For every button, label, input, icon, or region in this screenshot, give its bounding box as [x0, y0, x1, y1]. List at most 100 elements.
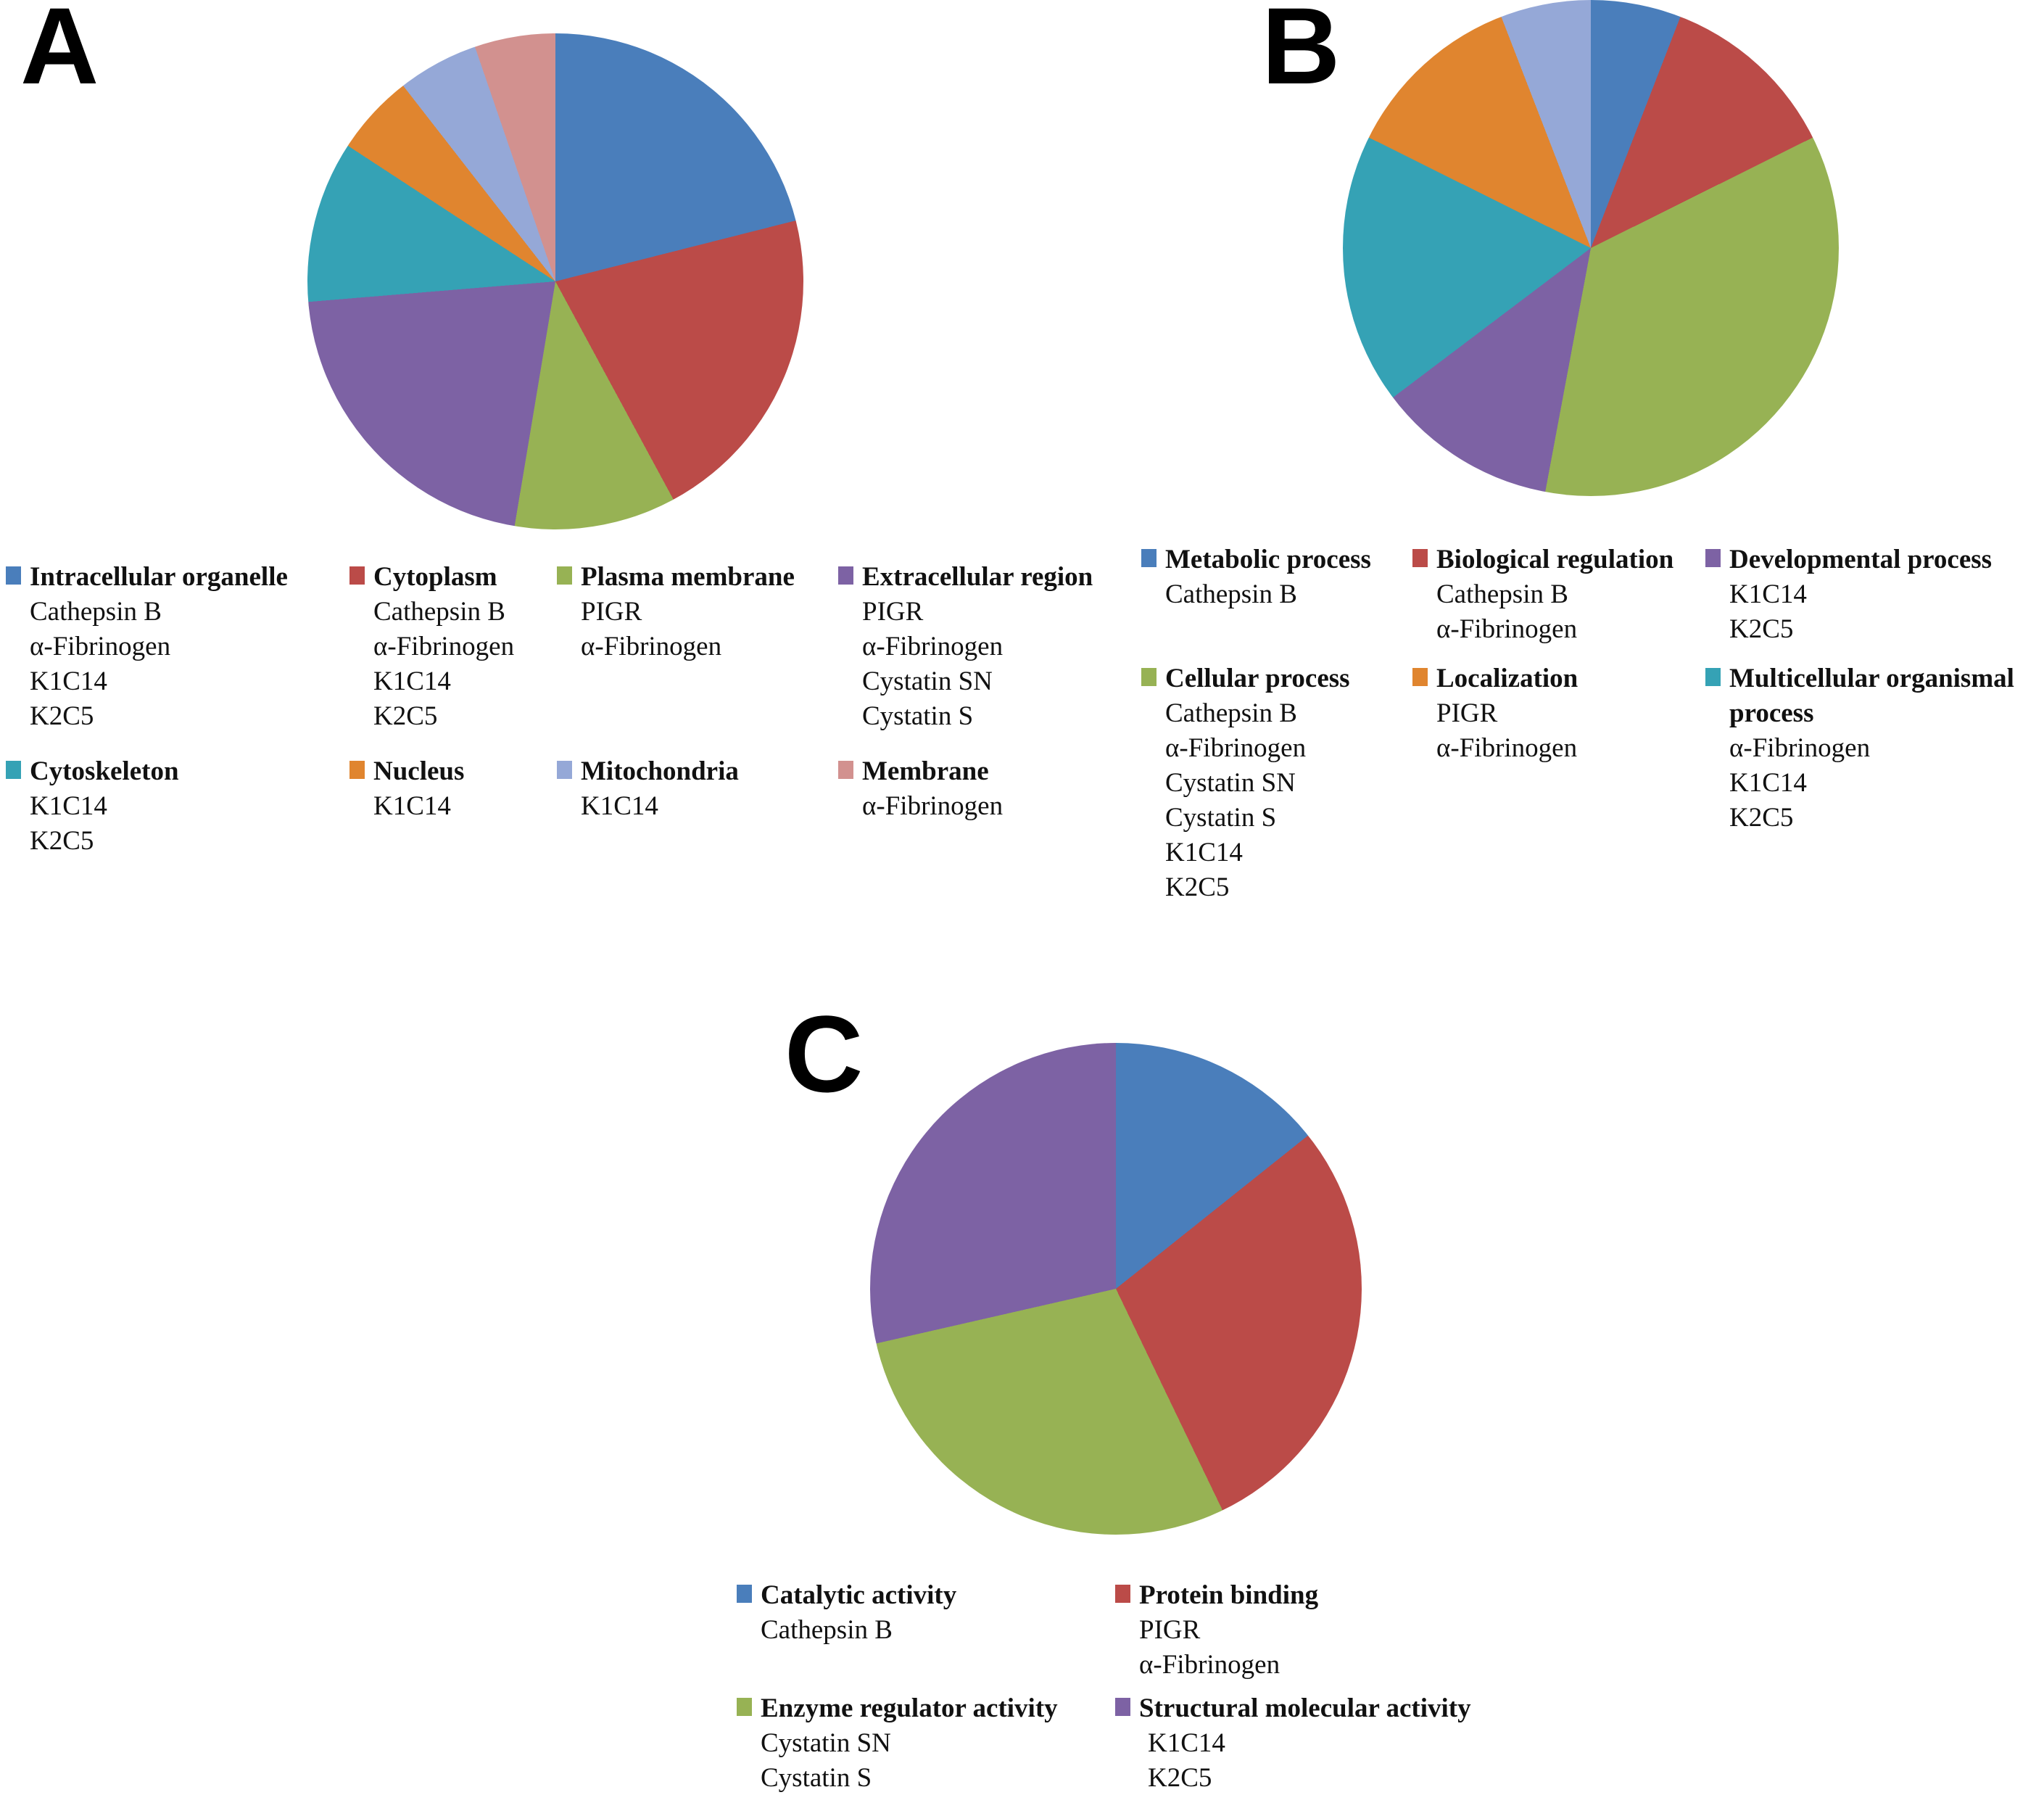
- legend-swatch: [349, 761, 365, 779]
- legend-entry: Cellular process Cathepsin B α-Fibrinoge…: [1141, 661, 1410, 905]
- legend-item: α-Fibrinogen: [862, 791, 1004, 821]
- legend-entry: Cytoplasm Cathepsin B α-Fibrinogen K1C14…: [349, 560, 553, 734]
- legend-item: Cathepsin B: [1436, 579, 1568, 609]
- legend-swatch: [1115, 1698, 1130, 1716]
- legend-entry: Developmental process K1C14 K2C5: [1705, 542, 2040, 647]
- legend-item: Cathepsin B: [1165, 698, 1297, 728]
- legend-item: K1C14: [373, 791, 451, 821]
- pie-chart-molecular-function: [870, 1043, 1362, 1535]
- legend-item: K1C14: [373, 667, 451, 696]
- panel-label-b: B: [1262, 0, 1341, 107]
- pie-chart-biological-process: [1343, 0, 1839, 496]
- legend-item: Cystatin SN: [862, 667, 993, 696]
- legend-entry: Protein binding PIGR α-Fibrinogen: [1115, 1578, 1521, 1683]
- legend-label: Membrane: [862, 756, 989, 786]
- legend-label: Catalytic activity: [761, 1580, 957, 1610]
- legend-item: Cystatin S: [862, 701, 974, 731]
- legend-item: K1C14: [1729, 579, 1807, 609]
- legend-swatch: [1412, 549, 1428, 567]
- legend-item: K1C14: [1165, 838, 1243, 867]
- legend-swatch: [1412, 668, 1428, 686]
- legend-label: Multicellular organismal process: [1729, 664, 2014, 728]
- legend-item: α-Fibrinogen: [30, 632, 171, 661]
- legend-swatch: [349, 566, 365, 585]
- legend-entry: Metabolic process Cathepsin B: [1141, 542, 1410, 612]
- legend-entry: Membrane α-Fibrinogen: [838, 754, 1135, 824]
- legend-item: K2C5: [1729, 614, 1794, 644]
- legend-item: K2C5: [373, 701, 438, 731]
- legend-label: Biological regulation: [1436, 545, 1674, 574]
- panel-label-a: A: [20, 0, 99, 107]
- legend-label: Plasma membrane: [581, 562, 795, 592]
- legend-entry: Cytoskeleton K1C14 K2C5: [6, 754, 347, 859]
- legend-item: α-Fibrinogen: [373, 632, 515, 661]
- legend-entry: Catalytic activity Cathepsin B: [737, 1578, 1110, 1648]
- legend-item: K2C5: [1729, 803, 1794, 833]
- legend-item: K2C5: [1148, 1763, 1212, 1793]
- legend-item: Cystatin SN: [761, 1728, 891, 1758]
- legend-item: Cystatin S: [1165, 803, 1277, 833]
- legend-entry: Intracellular organelle Cathepsin B α-Fi…: [6, 560, 347, 734]
- legend-label: Cytoskeleton: [30, 756, 179, 786]
- legend-item: PIGR: [862, 597, 924, 627]
- legend-label: Structural molecular activity: [1139, 1693, 1471, 1723]
- legend-label: Mitochondria: [581, 756, 739, 786]
- legend-item: K1C14: [1729, 768, 1807, 798]
- legend-swatch: [557, 566, 572, 585]
- pie-chart-cellular-component: [307, 33, 803, 529]
- legend-label: Enzyme regulator activity: [761, 1693, 1058, 1723]
- legend-item: α-Fibrinogen: [1436, 733, 1578, 763]
- legend-entry: Extracellular region PIGR α-Fibrinogen C…: [838, 560, 1135, 734]
- legend-swatch: [737, 1698, 752, 1716]
- legend-item: α-Fibrinogen: [862, 632, 1004, 661]
- legend-label: Developmental process: [1729, 545, 1993, 574]
- legend-item: α-Fibrinogen: [581, 632, 722, 661]
- panel-label-c: C: [785, 993, 864, 1115]
- legend-item: α-Fibrinogen: [1139, 1650, 1280, 1680]
- legend-item: Cathepsin B: [1165, 579, 1297, 609]
- legend-item: Cathepsin B: [761, 1615, 893, 1645]
- legend-item: PIGR: [581, 597, 642, 627]
- legend-entry: Multicellular organismal process α-Fibri…: [1705, 661, 2040, 835]
- legend-item: PIGR: [1436, 698, 1498, 728]
- legend-label: Metabolic process: [1165, 545, 1371, 574]
- legend-item: Cathepsin B: [30, 597, 162, 627]
- legend-label: Cellular process: [1165, 664, 1350, 693]
- legend-label: Cytoplasm: [373, 562, 497, 592]
- legend-swatch: [1115, 1585, 1130, 1603]
- legend-swatch: [838, 761, 853, 779]
- legend-swatch: [1141, 549, 1157, 567]
- legend-item: α-Fibrinogen: [1165, 733, 1307, 763]
- legend-item: K2C5: [1165, 872, 1230, 902]
- legend-item: K1C14: [30, 667, 107, 696]
- legend-item: Cystatin S: [761, 1763, 872, 1793]
- legend-label: Nucleus: [373, 756, 465, 786]
- legend-entry: Enzyme regulator activity Cystatin SN Cy…: [737, 1691, 1110, 1795]
- legend-item: K2C5: [30, 826, 94, 856]
- legend-swatch: [1705, 668, 1721, 686]
- legend-item: PIGR: [1139, 1615, 1201, 1645]
- legend-swatch: [6, 761, 21, 779]
- legend-swatch: [1141, 668, 1157, 686]
- legend-item: K1C14: [30, 791, 107, 821]
- legend-item: α-Fibrinogen: [1729, 733, 1871, 763]
- legend-swatch: [557, 761, 572, 779]
- legend-swatch: [1705, 549, 1721, 567]
- legend-item: K1C14: [581, 791, 658, 821]
- legend-item: K2C5: [30, 701, 94, 731]
- legend-entry: Biological regulation Cathepsin B α-Fibr…: [1412, 542, 1702, 647]
- legend-item: Cathepsin B: [373, 597, 505, 627]
- legend-swatch: [6, 566, 21, 585]
- legend-swatch: [737, 1585, 752, 1603]
- legend-entry: Mitochondria K1C14: [557, 754, 837, 824]
- legend-item: K1C14: [1148, 1728, 1225, 1758]
- legend-label: Intracellular organelle: [30, 562, 288, 592]
- legend-item: α-Fibrinogen: [1436, 614, 1578, 644]
- legend-swatch: [838, 566, 853, 585]
- legend-entry: Plasma membrane PIGR α-Fibrinogen: [557, 560, 837, 664]
- legend-item: Cystatin SN: [1165, 768, 1296, 798]
- legend-entry: Localization PIGR α-Fibrinogen: [1412, 661, 1702, 766]
- legend-entry: Nucleus K1C14: [349, 754, 553, 824]
- legend-entry: Structural molecular activity K1C14 K2C5: [1115, 1691, 1521, 1795]
